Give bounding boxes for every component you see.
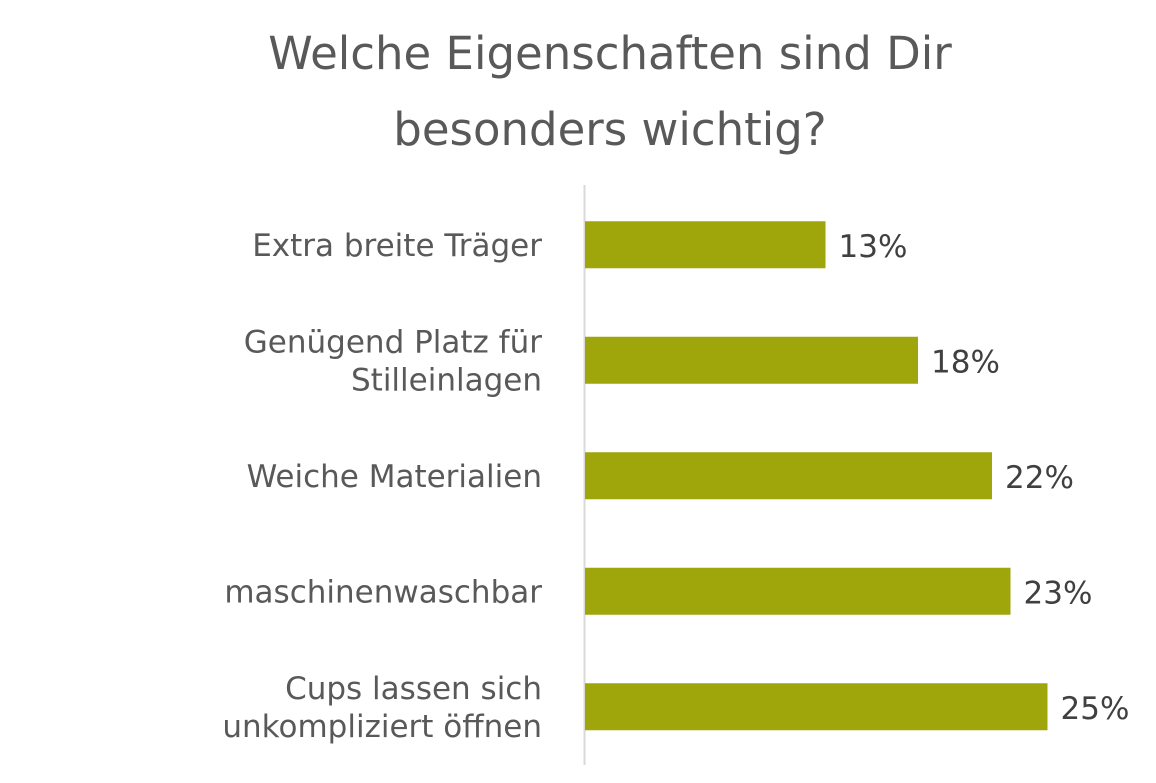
category-label: Weiche Materialien [247,459,542,495]
data-label: 18% [931,344,1000,380]
bar [585,452,992,500]
data-label: 22% [1005,460,1074,496]
chart-title: Welche Eigenschaften sind Dir besonders … [0,16,1156,168]
chart-title-line: Welche Eigenschaften sind Dir [268,27,952,80]
bar [585,336,918,384]
category-label: unkompliziert öffnen [222,709,542,745]
category-label: Genügend Platz für [244,324,542,360]
data-label: 25% [1061,691,1130,727]
data-label: 23% [1024,575,1093,611]
bar [585,683,1048,731]
category-label: Stilleinlagen [351,362,542,398]
category-label: Extra breite Träger [252,228,542,264]
bar [585,567,1011,615]
category-label: maschinenwaschbar [224,574,542,610]
category-label: Cups lassen sich [285,671,542,707]
bar [585,221,826,269]
chart-title-line: besonders wichtig? [393,103,827,156]
data-label: 13% [839,229,908,265]
